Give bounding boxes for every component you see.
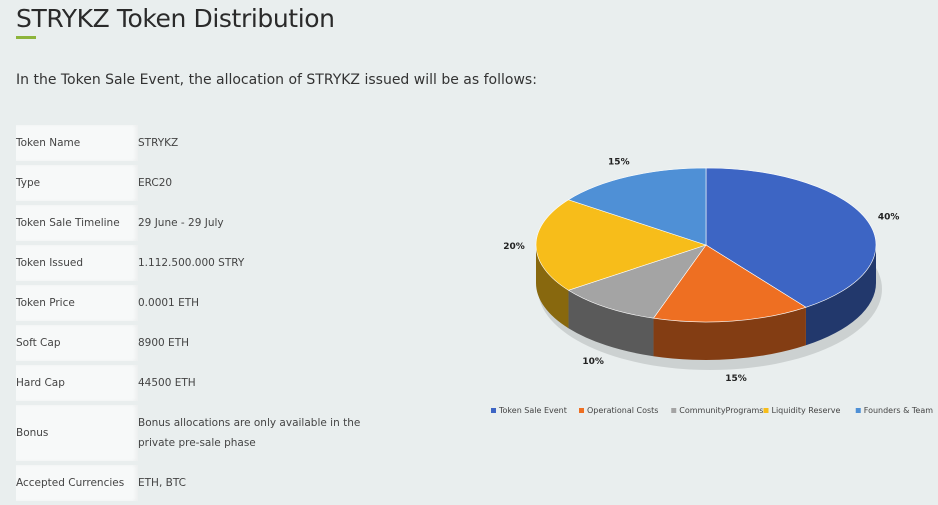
slice-side-0 — [805, 245, 876, 346]
slice-side-2 — [568, 290, 654, 357]
pie-chart-svg: 40% 15% 10% 20% 15% Token Sale Event Operation… — [491, 157, 933, 415]
table-row: Accepted Currencies ETH, BTC — [16, 465, 368, 505]
token-issued-key: Token Issued — [16, 245, 138, 285]
token-issued-value: 1.112.500.000 STRY — [138, 245, 368, 285]
legend-swatch — [491, 408, 496, 413]
type-value: ERC20 — [138, 165, 368, 205]
slice-operational-costs — [652, 244, 807, 323]
legend-label: Liquidity Reserve — [772, 406, 841, 415]
legend-label: Founders & Team — [864, 406, 933, 415]
bonus-value: Bonus allocations are only available in … — [138, 405, 368, 465]
currencies-key: Accepted Currencies — [16, 465, 138, 505]
table-row: Token Sale Timeline 29 June - 29 July — [16, 205, 368, 245]
token-price-value: 0.0001 ETH — [138, 285, 368, 325]
legend-swatch — [671, 408, 677, 413]
data-label: 15% — [725, 374, 747, 384]
slice-founders-team — [567, 167, 707, 246]
hard-cap-value: 44500 ETH — [138, 365, 368, 405]
legend-label: Operational Costs — [587, 406, 658, 415]
slice-side-1 — [653, 307, 806, 361]
token-name-key: Token Name — [16, 125, 138, 165]
currencies-value: ETH, BTC — [138, 465, 368, 505]
intro-text: In the Token Sale Event, the allocation … — [16, 72, 537, 88]
distribution-chart: 40% 15% 10% 20% 15% Token Sale Event Operation… — [488, 155, 938, 430]
legend-swatch — [763, 408, 769, 413]
table-row: Token Price 0.0001 ETH — [16, 285, 368, 325]
legend-swatch — [855, 408, 861, 413]
table-row: Bonus Bonus allocations are only availab… — [16, 405, 368, 465]
data-label: 40% — [878, 213, 900, 223]
data-label: 10% — [582, 357, 604, 367]
soft-cap-key: Soft Cap — [16, 325, 138, 365]
token-name-value: STRYKZ — [138, 125, 368, 165]
title-underline — [16, 36, 36, 39]
timeline-value: 29 June - 29 July — [138, 205, 368, 245]
legend-swatch — [579, 408, 584, 413]
table-row: Token Issued 1.112.500.000 STRY — [16, 245, 368, 285]
data-label: 15% — [608, 157, 630, 167]
slice-token-sale-event — [705, 167, 877, 308]
legend-label: Token Sale Event — [498, 406, 567, 415]
hard-cap-key: Hard Cap — [16, 365, 138, 405]
soft-cap-value: 8900 ETH — [138, 325, 368, 365]
slice-side-3 — [536, 245, 569, 329]
slice-communityprograms — [567, 244, 707, 319]
legend-label: CommunityPrograms — [679, 406, 763, 415]
data-label: 20% — [503, 242, 525, 252]
table-row: Type ERC20 — [16, 165, 368, 205]
chart-legend: Token Sale Event Operational Costs Communi… — [491, 406, 933, 415]
table-row: Soft Cap 8900 ETH — [16, 325, 368, 365]
timeline-key: Token Sale Timeline — [16, 205, 138, 245]
page-title: STRYKZ Token Distribution — [16, 4, 335, 33]
slice-liquidity-reserve — [535, 199, 707, 291]
token-price-key: Token Price — [16, 285, 138, 325]
table-row: Hard Cap 44500 ETH — [16, 365, 368, 405]
token-details-table: Token Name STRYKZ Type ERC20 Token Sale … — [16, 125, 368, 505]
table-row: Token Name STRYKZ — [16, 125, 368, 165]
type-key: Type — [16, 165, 138, 205]
bonus-key: Bonus — [16, 405, 138, 465]
